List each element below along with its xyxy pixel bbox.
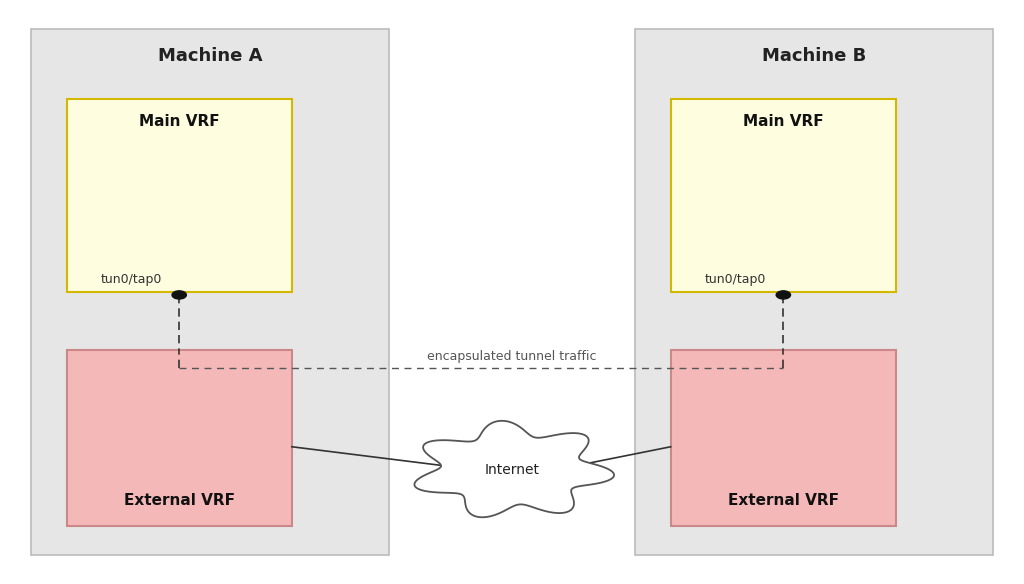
Text: Main VRF: Main VRF — [743, 114, 823, 129]
FancyBboxPatch shape — [635, 29, 993, 555]
Text: Internet: Internet — [484, 463, 540, 477]
Text: encapsulated tunnel traffic: encapsulated tunnel traffic — [427, 350, 597, 363]
FancyBboxPatch shape — [67, 350, 292, 526]
Circle shape — [776, 291, 791, 299]
Text: tun0/tap0: tun0/tap0 — [705, 273, 766, 286]
Text: tun0/tap0: tun0/tap0 — [100, 273, 162, 286]
Polygon shape — [415, 421, 614, 517]
Text: Machine A: Machine A — [158, 47, 262, 65]
Text: External VRF: External VRF — [124, 493, 234, 508]
Circle shape — [172, 291, 186, 299]
FancyBboxPatch shape — [671, 99, 896, 292]
Text: External VRF: External VRF — [728, 493, 839, 508]
FancyBboxPatch shape — [67, 99, 292, 292]
Text: Main VRF: Main VRF — [139, 114, 219, 129]
FancyBboxPatch shape — [31, 29, 389, 555]
FancyBboxPatch shape — [671, 350, 896, 526]
Text: Machine B: Machine B — [762, 47, 866, 65]
